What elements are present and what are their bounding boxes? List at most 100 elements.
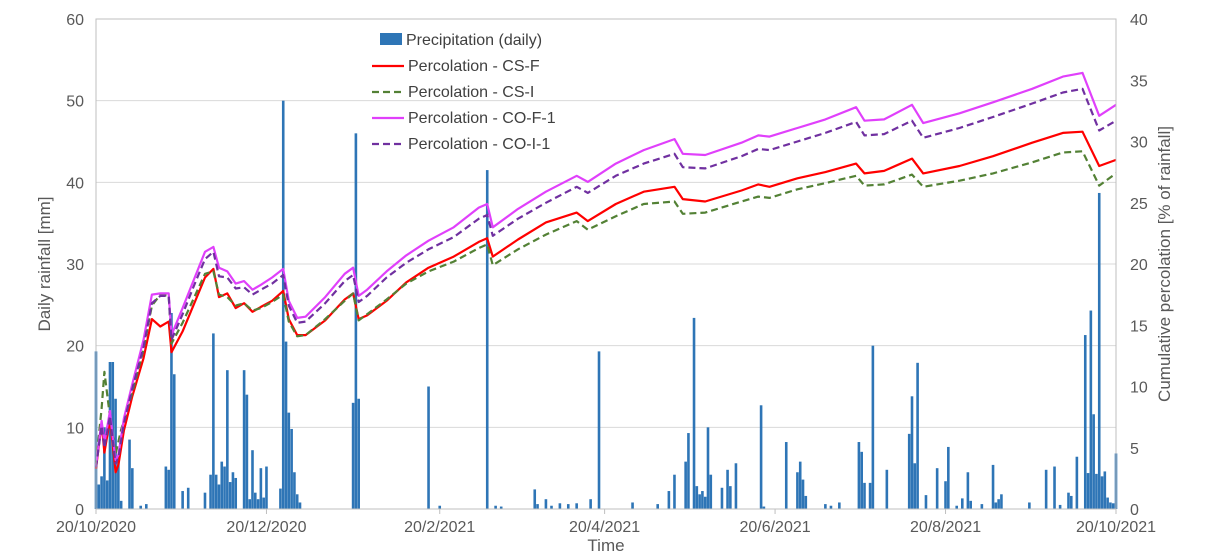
precipitation-bar — [298, 502, 302, 509]
precipitation-bar — [1000, 494, 1003, 509]
precipitation-bar — [947, 446, 950, 509]
precipitation-bar — [720, 487, 724, 509]
precipitation-bar — [499, 506, 503, 509]
precipitation-bar — [284, 341, 288, 509]
precipitation-bar — [220, 461, 224, 509]
precipitation-bar — [117, 455, 120, 509]
precipitation-bar — [427, 386, 430, 509]
precipitation-bar — [1044, 469, 1048, 509]
precipitation-bar — [231, 472, 235, 509]
precipitation-bar — [589, 499, 592, 509]
y2-tick-label: 5 — [1130, 441, 1139, 458]
precipitation-bar — [1111, 503, 1115, 509]
precipitation-bar — [119, 500, 123, 509]
y2-tick-label: 15 — [1130, 318, 1148, 335]
precipitation-bar — [798, 461, 802, 509]
precipitation-bar — [536, 504, 539, 509]
precipitation-bar — [1097, 192, 1101, 509]
precipitation-bar — [1089, 310, 1093, 509]
precipitation-bar — [961, 498, 964, 509]
precipitation-bar — [692, 317, 696, 509]
precipitation-bar — [533, 489, 537, 509]
precipitation-bar — [105, 480, 109, 509]
y-axis-right-ticks: 0 5 10 15 20 25 30 35 40 — [1130, 12, 1148, 519]
precipitation-bar — [860, 451, 863, 509]
y-axis-left-ticks: 0 10 20 30 40 50 60 — [66, 12, 84, 519]
legend: Precipitation (daily) Percolation - CS-F P… — [372, 32, 556, 153]
y-axis-left-title: Daily rainfall [mm] — [35, 196, 54, 331]
legend-label: Percolation - CO-I-1 — [408, 136, 550, 153]
precipitation-bar — [991, 464, 995, 509]
precipitation-bar — [1067, 492, 1070, 509]
precipitation-bar — [290, 428, 293, 509]
precipitation-bar — [631, 502, 634, 509]
precipitation-bar — [1058, 504, 1062, 509]
precipitation-bar — [485, 170, 489, 510]
precipitation-bar — [181, 491, 184, 509]
precipitation-bar — [910, 396, 914, 509]
y2-tick-label: 0 — [1130, 502, 1139, 519]
precipitation-bar — [217, 484, 221, 509]
x-tick-label: 20/2/2021 — [404, 519, 475, 536]
precipitation-bar — [170, 313, 173, 509]
precipitation-bar — [494, 505, 497, 509]
precipitation-bar — [287, 412, 291, 509]
y2-tick-label: 40 — [1130, 12, 1148, 29]
legend-label: Percolation - CO-F-1 — [408, 110, 556, 127]
precipitation-bar — [575, 503, 578, 509]
y-tick-label: 30 — [66, 257, 84, 274]
precipitation-bar — [698, 494, 701, 509]
plot-area-frame — [95, 18, 1117, 510]
precipitation-bar — [438, 505, 442, 509]
precipitation-bar — [234, 477, 238, 509]
series-line — [94, 87, 1117, 468]
legend-label: Percolation - CS-I — [408, 84, 534, 101]
precipitation-bar — [558, 503, 562, 509]
y-tick-label: 50 — [66, 94, 84, 111]
precipitation-bar — [801, 479, 805, 509]
precipitation-bar — [1100, 476, 1104, 509]
precipitation-bar — [695, 486, 699, 509]
x-axis-title: Time — [587, 536, 624, 555]
precipitation-bar — [701, 491, 704, 509]
precipitation-bar — [1083, 335, 1087, 509]
precipitation-bar — [281, 100, 285, 510]
precipitation-bar — [248, 499, 251, 509]
precipitation-bar — [1028, 502, 1031, 509]
y-axis-right-title: Cumulative percolation [% of rainfall] — [1155, 126, 1174, 402]
precipitation-bar — [253, 492, 257, 509]
precipitation-bar — [729, 486, 732, 509]
y-tick-label: 40 — [66, 175, 84, 192]
precipitation-bar — [1075, 456, 1079, 509]
y2-tick-label: 35 — [1130, 73, 1148, 90]
y-tick-label: 60 — [66, 12, 84, 29]
precipitation-bar — [544, 499, 548, 509]
precipitation-bar — [223, 466, 226, 509]
precipitation-bar — [164, 466, 168, 509]
precipitation-bar — [262, 497, 265, 509]
precipitation-bar — [924, 495, 928, 509]
precipitation-bar — [703, 496, 707, 509]
legend-swatch-bar — [380, 33, 402, 45]
precipitation-bars — [94, 100, 1118, 510]
precipitation-bar — [784, 442, 788, 509]
precipitation-bar — [139, 505, 143, 509]
y-tick-label: 0 — [75, 502, 84, 519]
x-tick-label: 20/10/2020 — [56, 519, 136, 536]
precipitation-bar — [203, 492, 207, 509]
precipitation-bar — [97, 484, 101, 509]
precipitation-bar — [226, 370, 229, 509]
precipitation-bar — [1092, 414, 1095, 509]
precipitation-bar — [1053, 466, 1056, 509]
precipitation-bar — [251, 450, 254, 509]
y-tick-label: 10 — [66, 420, 84, 437]
precipitation-bar — [857, 442, 861, 509]
precipitation-bar — [145, 504, 148, 509]
precipitation-bar — [759, 405, 763, 509]
precipitation-bar — [1103, 471, 1107, 509]
precipitation-bar — [245, 394, 249, 509]
precipitation-bar — [259, 468, 263, 509]
precipitation-bar — [863, 482, 866, 509]
precipitation-bar — [279, 488, 282, 509]
series-line — [94, 71, 1117, 467]
